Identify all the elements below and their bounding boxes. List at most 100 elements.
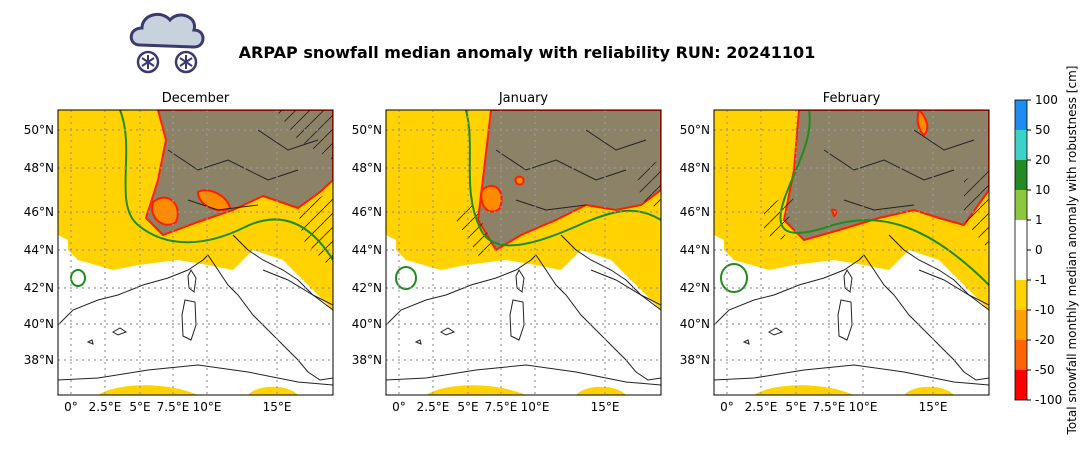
- lat-label: 46°N: [352, 205, 382, 219]
- coastline: [714, 254, 865, 326]
- colorbar-tick-label: 50: [1035, 123, 1050, 137]
- colorbar-tick-label: -20: [1035, 333, 1055, 347]
- coastline: [262, 269, 333, 306]
- colorbar-tick-label: -1: [1035, 273, 1047, 287]
- coastline: [207, 254, 333, 381]
- strong-anomaly: [830, 110, 929, 218]
- lon-label: 0°: [64, 400, 78, 414]
- lat-label: 48°N: [680, 161, 710, 175]
- islands: [86, 327, 128, 345]
- lon-label: 7.5°E: [157, 400, 190, 414]
- colorbar-tick-label: -50: [1035, 363, 1055, 377]
- colorbar-segment: [1015, 100, 1027, 130]
- lon-label: 5°E: [457, 400, 478, 414]
- coastline: [590, 269, 661, 306]
- colorbar-segment: [1015, 250, 1027, 280]
- figure-title: ARPAP snowfall median anomaly with relia…: [239, 43, 816, 62]
- lon-label: 15°E: [591, 400, 620, 414]
- colorbar-tick-label: 20: [1035, 153, 1050, 167]
- panel-title: February: [823, 91, 881, 106]
- colorbar-segment: [1015, 130, 1027, 160]
- lat-label: 38°N: [24, 353, 54, 367]
- lat-label: 44°N: [352, 243, 382, 257]
- low-reliability-area: [476, 110, 661, 252]
- lon-label: 7.5°E: [813, 400, 846, 414]
- islands: [742, 327, 784, 345]
- border: [495, 129, 647, 211]
- lat-label: 46°N: [24, 205, 54, 219]
- lon-label: 0°: [392, 400, 406, 414]
- colorbar-tick-label: 1: [1035, 213, 1043, 227]
- reliability-contour: [720, 263, 748, 293]
- colorbar-segment: [1015, 280, 1027, 310]
- lat-label: 40°N: [352, 317, 382, 331]
- lat-label: 40°N: [24, 317, 54, 331]
- lat-label: 38°N: [680, 353, 710, 367]
- sardinia: [837, 299, 853, 341]
- panel-title: December: [162, 91, 230, 106]
- border: [167, 129, 319, 211]
- lon-label: 10°E: [193, 400, 222, 414]
- lat-label: 50°N: [352, 123, 382, 137]
- lon-label: 2.5°E: [89, 400, 122, 414]
- colorbar-segment: [1015, 190, 1027, 220]
- lat-label: 50°N: [680, 123, 710, 137]
- colorbar-tick-label: -10: [1035, 303, 1055, 317]
- coastline: [386, 254, 537, 326]
- lat-label: 48°N: [24, 161, 54, 175]
- map-panel: [386, 110, 661, 395]
- map-panel: [714, 110, 989, 395]
- colorbar-tick-label: 10: [1035, 183, 1050, 197]
- lat-label: 46°N: [680, 205, 710, 219]
- coastline: [863, 254, 989, 381]
- sardinia: [181, 299, 197, 341]
- coastline: [58, 254, 209, 326]
- panel-title: January: [498, 91, 549, 106]
- south-band: [98, 385, 298, 395]
- lon-label: 5°E: [129, 400, 150, 414]
- corsica: [843, 268, 853, 293]
- lat-label: 44°N: [24, 243, 54, 257]
- reliability-contour: [395, 266, 417, 290]
- map-frame: [713, 109, 990, 396]
- coastline: [386, 364, 661, 386]
- lat-label: 42°N: [352, 281, 382, 295]
- map-frame: [385, 109, 662, 396]
- lon-label: 10°E: [521, 400, 550, 414]
- lon-label: 2.5°E: [745, 400, 778, 414]
- colorbar-segment: [1015, 220, 1027, 250]
- colorbar-tick-label: 0: [1035, 243, 1043, 257]
- lon-label: 10°E: [849, 400, 878, 414]
- colorbar-tick-label: 100: [1035, 93, 1058, 107]
- lat-label: 42°N: [680, 281, 710, 295]
- coastline: [535, 254, 661, 381]
- coastline: [714, 364, 989, 386]
- weather-icon: [129, 12, 205, 74]
- border: [823, 129, 975, 211]
- lon-label: 5°E: [785, 400, 806, 414]
- islands: [414, 327, 456, 345]
- colorbar-segment: [1015, 370, 1027, 400]
- sardinia: [509, 299, 525, 341]
- lat-label: 40°N: [680, 317, 710, 331]
- south-band: [754, 385, 954, 395]
- coastline: [58, 364, 333, 386]
- colorbar-label: Total snowfall monthly median anomaly wi…: [1065, 66, 1079, 436]
- lon-label: 15°E: [919, 400, 948, 414]
- coastline: [918, 269, 989, 306]
- strong-anomaly: [480, 175, 525, 213]
- map-frame: [57, 109, 334, 396]
- lon-label: 15°E: [263, 400, 292, 414]
- colorbar-segment: [1015, 310, 1027, 340]
- lat-label: 50°N: [24, 123, 54, 137]
- colorbar-segment: [1015, 340, 1027, 370]
- lat-label: 38°N: [352, 353, 382, 367]
- reliability-contour: [119, 110, 333, 261]
- low-reliability-area: [144, 110, 333, 237]
- colorbar-tick-label: -100: [1035, 393, 1062, 407]
- lon-label: 2.5°E: [417, 400, 450, 414]
- reliability-contour: [779, 110, 989, 286]
- corsica: [187, 268, 197, 293]
- south-band: [426, 385, 626, 395]
